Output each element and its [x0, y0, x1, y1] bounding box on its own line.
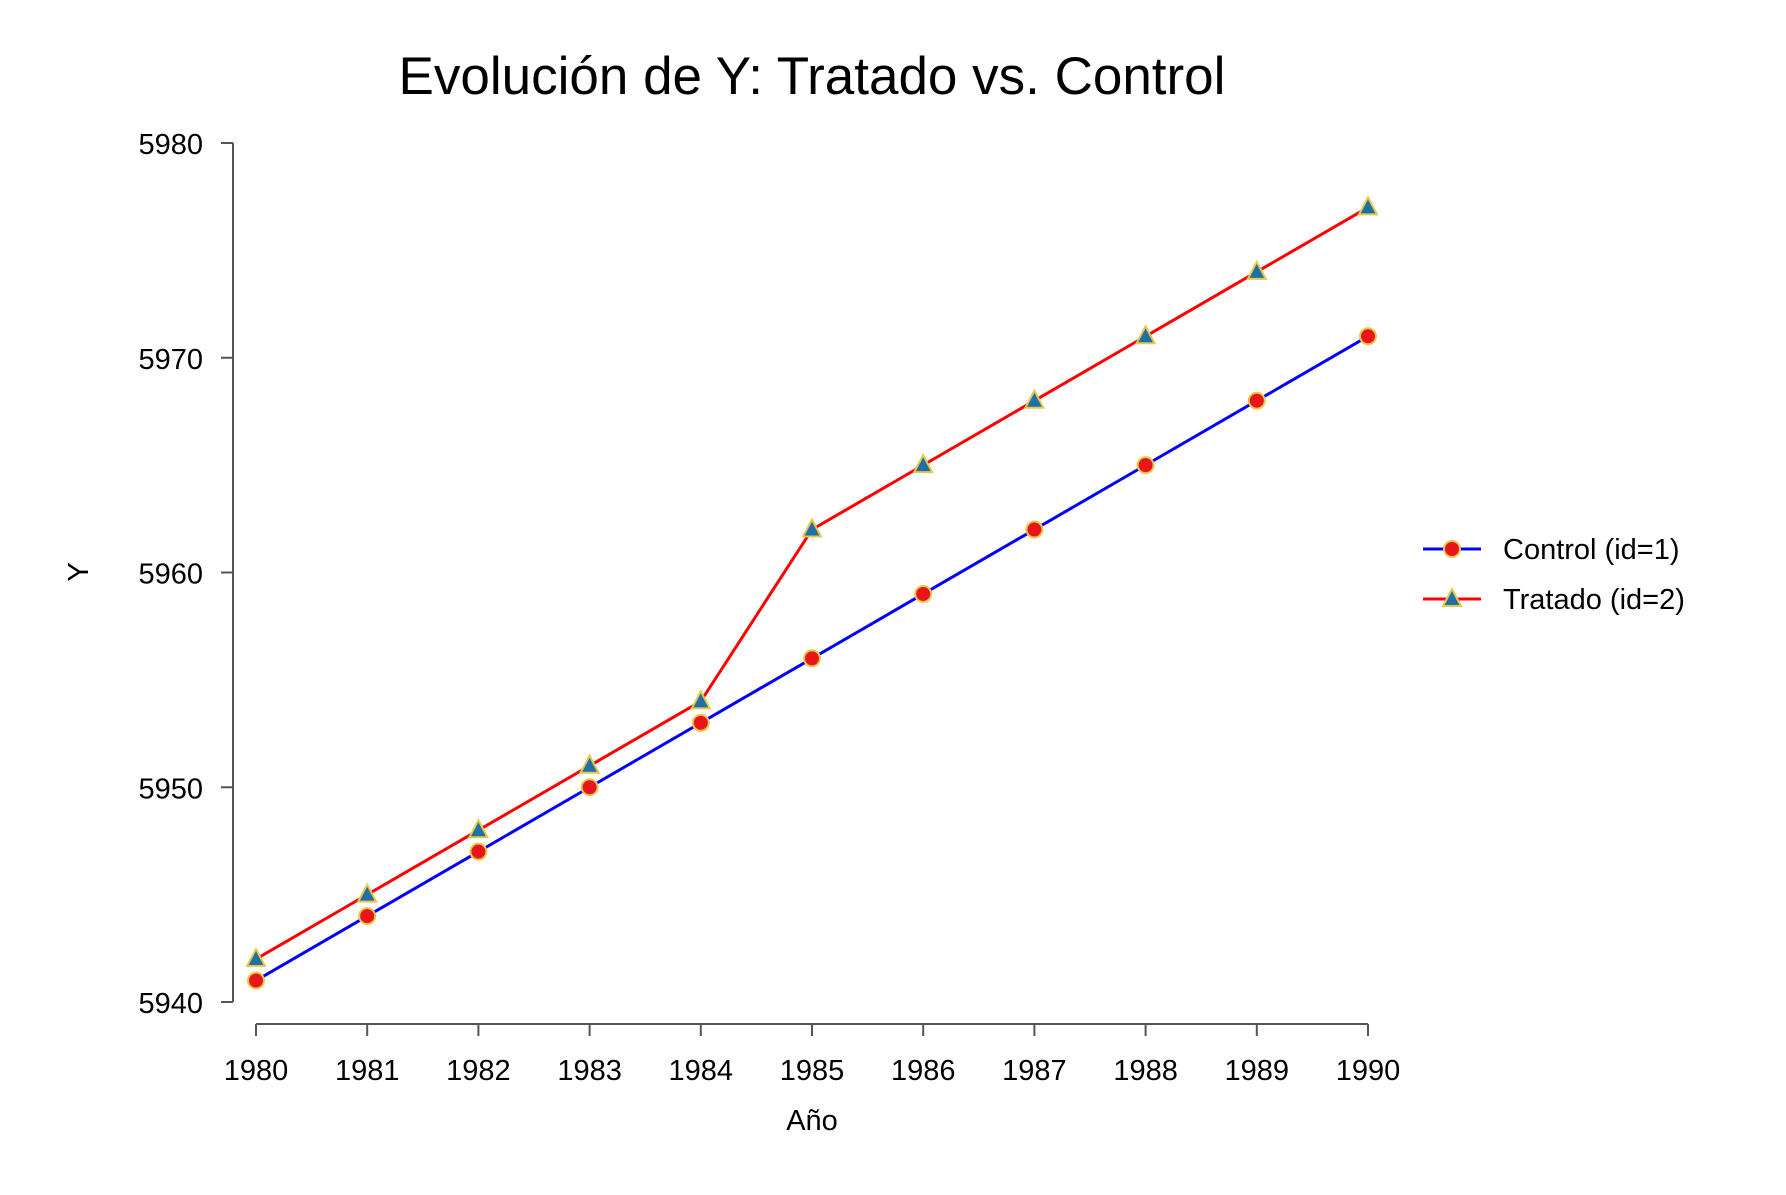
x-tick-label: 1982 [446, 1055, 511, 1087]
legend-marker-1 [1443, 540, 1461, 558]
data-point-2 [1134, 324, 1157, 345]
y-axis-label: Y [63, 562, 95, 581]
data-point-2 [467, 818, 490, 839]
x-tick-label: 1986 [891, 1055, 956, 1087]
legend-marker-2 [1441, 586, 1463, 607]
data-point-1 [580, 778, 599, 797]
legend-label-1: Control (id=1) [1503, 534, 1680, 566]
data-point-2 [578, 753, 601, 774]
series-line-2 [255, 206, 1369, 961]
x-tick-label: 1985 [780, 1055, 845, 1087]
data-point-1 [469, 842, 488, 861]
data-point-1 [914, 584, 933, 603]
x-tick-label: 1984 [669, 1055, 734, 1087]
data-point-1 [1136, 456, 1155, 475]
chart-title: Evolución de Y: Tratado vs. Control [399, 47, 1226, 106]
data-point-2 [356, 882, 378, 903]
data-point-2 [690, 689, 712, 710]
data-point-1 [1247, 391, 1266, 410]
x-tick-label: 1983 [557, 1055, 622, 1087]
x-axis-ticks: 1980 1981 1982 1983 1984 1985 1986 1987 1988 1989… [224, 1024, 1401, 1087]
x-tick-label: 1980 [224, 1055, 289, 1087]
data-point-2 [245, 946, 267, 968]
y-tick-label: 5940 [138, 988, 203, 1020]
x-tick-label: 1990 [1336, 1055, 1401, 1087]
y-axis-ticks: 5940 5950 5960 5970 5980 [138, 129, 233, 1020]
data-point-1 [803, 649, 821, 668]
x-tick-label: 1989 [1225, 1055, 1290, 1087]
data-point-2 [801, 517, 823, 538]
x-tick-label: 1981 [335, 1055, 400, 1087]
y-tick-label: 5960 [138, 559, 203, 591]
data-point-1 [358, 907, 377, 926]
data-point-2 [1246, 259, 1268, 280]
x-tick-label: 1988 [1113, 1055, 1178, 1087]
x-tick-label: 1987 [1002, 1055, 1067, 1087]
data-point-1 [1359, 327, 1377, 346]
series-layer [245, 195, 1379, 990]
x-axis-label: Año [786, 1105, 838, 1137]
data-point-2 [1357, 195, 1379, 216]
data-point-1 [1025, 520, 1044, 539]
data-point-2 [1023, 388, 1046, 409]
y-tick-label: 5950 [138, 773, 203, 805]
y-tick-label: 5970 [138, 344, 203, 376]
data-point-2 [912, 452, 934, 474]
legend: Control (id=1) Tratado (id=2) [1423, 534, 1685, 616]
legend-label-2: Tratado (id=2) [1503, 584, 1685, 616]
data-point-1 [247, 971, 265, 990]
y-tick-label: 5980 [138, 129, 203, 161]
data-point-1 [691, 713, 710, 732]
